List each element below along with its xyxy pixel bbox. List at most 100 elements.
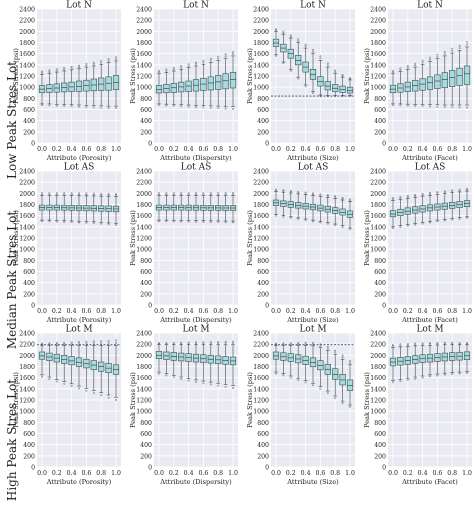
y-axis-label: Peak Stress (psi) [246, 48, 254, 104]
y-tick-label: 1400 [136, 386, 152, 393]
outlier-point [217, 107, 220, 110]
x-tick-label: 0.2 [403, 470, 413, 477]
box-0.9 [222, 192, 229, 224]
outlier-point [282, 189, 285, 191]
y-tick-label: 1000 [136, 85, 152, 92]
outlier-point [187, 342, 190, 345]
x-tick-label: 0.4 [301, 308, 311, 315]
box-0.6 [200, 59, 207, 109]
outlier-point [217, 55, 220, 58]
outlier-point [180, 65, 183, 67]
box-0.6 [317, 343, 324, 390]
box-1.0 [229, 50, 237, 110]
box-0.4 [185, 341, 192, 382]
box-0.2 [53, 68, 60, 107]
outlier-point [187, 105, 190, 108]
outlier-point [107, 192, 110, 195]
outlier-point [289, 217, 292, 219]
box-1.0 [463, 41, 471, 109]
y-tick-label: 400 [23, 442, 35, 449]
y-tick-label: 1200 [253, 398, 269, 405]
box-iqr [339, 85, 346, 93]
outlier-point [195, 61, 197, 64]
box-0.5 [309, 48, 317, 95]
y-tick-label: 1000 [19, 247, 35, 254]
outlier-point [195, 381, 197, 383]
y-tick-label: 1800 [19, 40, 35, 47]
box-0.9 [105, 58, 112, 109]
box-0.6 [83, 62, 90, 108]
outlier-point [158, 372, 160, 375]
y-tick-label: 800 [140, 96, 152, 103]
outlier-point [180, 341, 183, 344]
outlier-point [443, 219, 446, 222]
outlier-point [466, 342, 468, 344]
outlier-point [341, 198, 344, 200]
outlier-point [172, 376, 175, 379]
outlier-point [429, 105, 431, 108]
outlier-point [158, 343, 160, 345]
y-tick-label: 600 [374, 431, 386, 438]
box-0.7 [324, 194, 331, 225]
outlier-point [180, 192, 183, 195]
box-0.8 [215, 55, 222, 110]
outlier-point [392, 381, 394, 384]
box-iqr [426, 76, 434, 90]
outlier-point [172, 105, 175, 107]
box-0.9 [456, 188, 463, 220]
outlier-point [209, 106, 212, 109]
box-1.0 [229, 340, 237, 389]
outlier-point [195, 341, 197, 344]
outlier-point [180, 105, 183, 108]
y-tick-label: 200 [257, 453, 269, 460]
outlier-point [158, 342, 160, 344]
y-tick-label: 600 [374, 269, 386, 276]
outlier-point [334, 195, 337, 197]
box-iqr [215, 75, 222, 90]
outlier-point [100, 342, 103, 345]
y-tick-label: 2000 [370, 191, 386, 198]
outlier-point [232, 192, 234, 194]
outlier-point [466, 41, 468, 44]
outlier-point [202, 192, 205, 195]
x-tick-label: 1.0 [345, 146, 355, 153]
outlier-point [41, 104, 43, 107]
outlier-point [349, 228, 351, 231]
y-tick-label: 2000 [136, 191, 152, 198]
x-tick-label: 0.6 [315, 470, 325, 477]
x-tick-label: 0.0 [271, 146, 281, 153]
box-0.3 [412, 342, 419, 380]
y-tick-label: 2200 [136, 18, 152, 25]
outlier-point [107, 223, 110, 226]
outlier-point [275, 214, 277, 217]
outlier-point [326, 392, 329, 394]
outlier-point [421, 192, 424, 195]
y-tick-label: 2000 [253, 29, 269, 36]
outlier-point [436, 55, 439, 58]
x-tick-label: 0.2 [286, 146, 296, 153]
outlier-point [92, 222, 95, 225]
outlier-point [100, 222, 103, 225]
outlier-point [451, 218, 454, 221]
y-tick-label: 1400 [136, 62, 152, 69]
outlier-point [399, 104, 402, 107]
outlier-point [319, 221, 322, 224]
outlier-point [443, 50, 446, 53]
y-tick-label: 1800 [19, 364, 35, 371]
x-tick-label: 0.6 [315, 308, 325, 315]
box-0.3 [295, 38, 302, 80]
outlier-point [70, 105, 73, 108]
outlier-point [78, 387, 80, 390]
box-0.7 [207, 341, 214, 386]
y-tick-label: 400 [374, 442, 386, 449]
outlier-point [326, 347, 329, 350]
x-tick-label: 0.4 [418, 308, 428, 315]
subplot-title: Lot AS [415, 163, 446, 173]
y-tick-label: 1000 [136, 247, 152, 254]
outlier-point [115, 399, 117, 401]
outlier-point [41, 220, 43, 223]
box-0.1 [46, 192, 53, 223]
x-axis-label: Attribute (Size) [286, 154, 339, 162]
outlier-point [195, 63, 197, 66]
subplot-title: Lot M [65, 325, 92, 335]
